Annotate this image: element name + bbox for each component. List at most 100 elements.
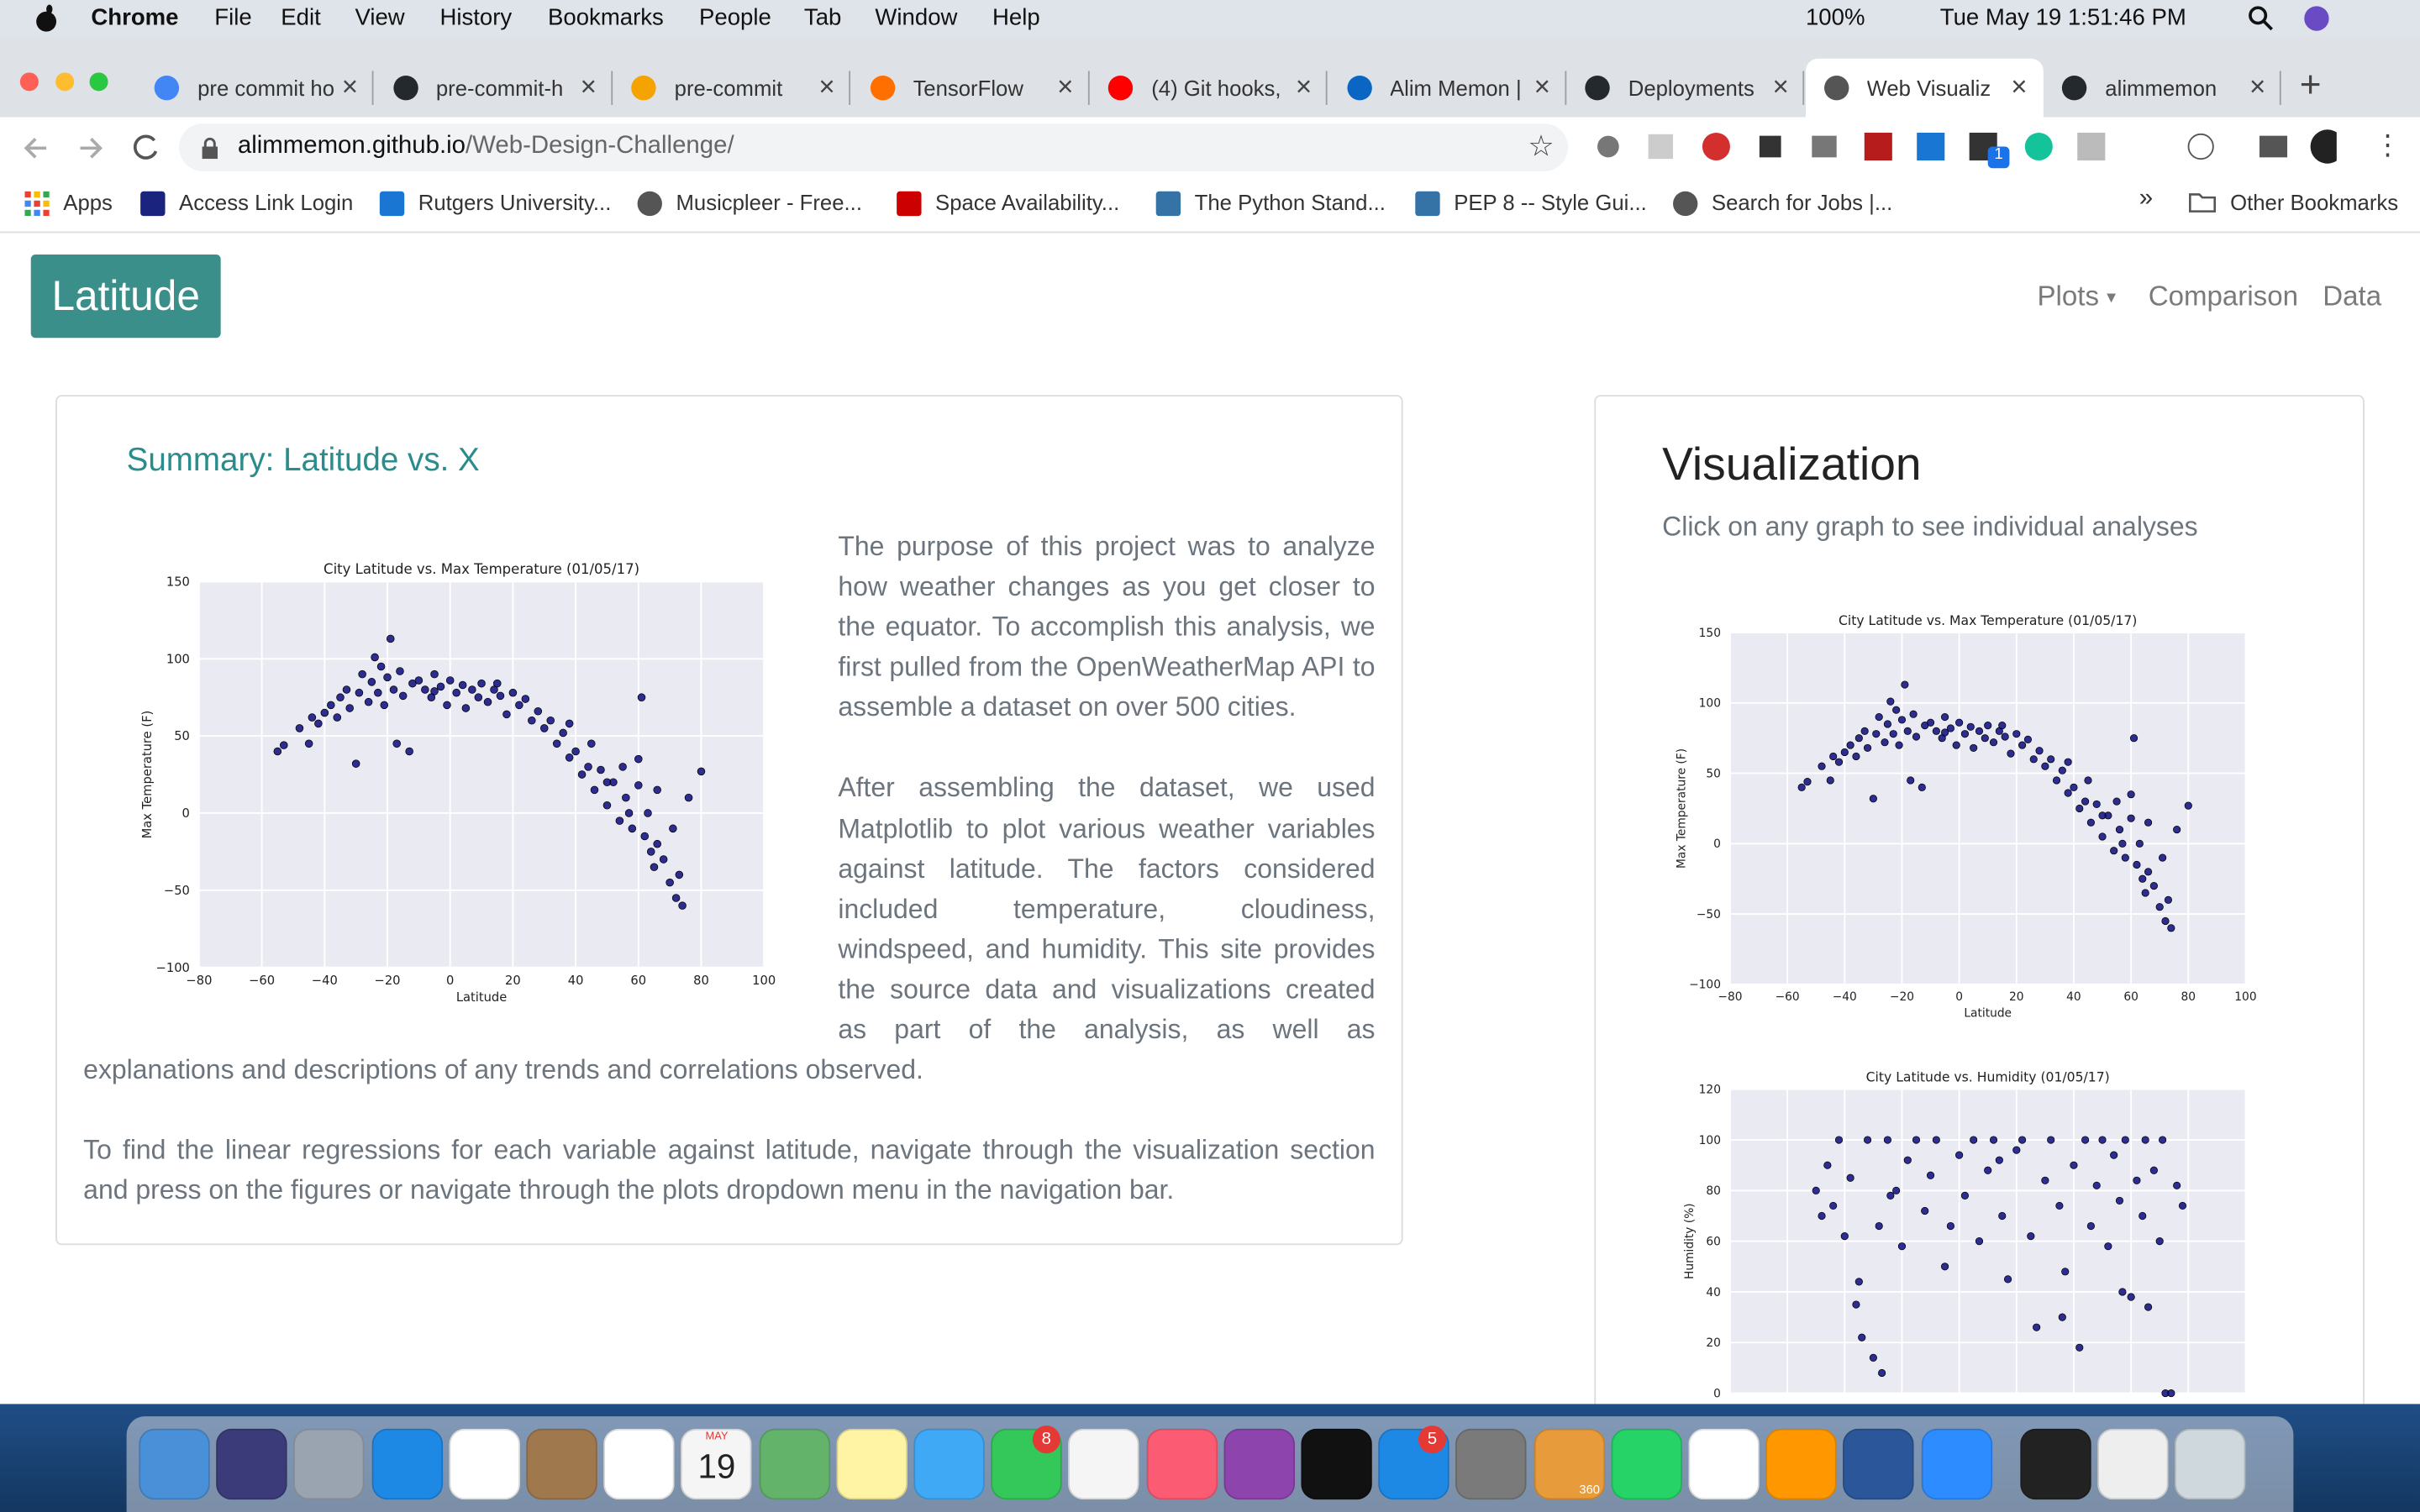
app-name[interactable]: Chrome: [91, 4, 179, 31]
bookmark-star[interactable]: ☆: [1528, 131, 1555, 164]
bookmark-link[interactable]: PEP 8 -- Style Gui...: [1454, 189, 1647, 215]
address-bar[interactable]: alimmemon.github.io/Web-Design-Challenge…: [179, 123, 1569, 171]
menu-item[interactable]: Edit: [281, 4, 321, 31]
data-point: [2127, 1293, 2135, 1301]
y-tick-label: −50: [1697, 908, 1721, 921]
data-point: [492, 679, 502, 688]
tab-favicon: [1585, 75, 1610, 101]
siri-icon[interactable]: [2302, 5, 2330, 33]
data-point: [383, 673, 392, 682]
x-axis-label: Latitude: [456, 990, 507, 1005]
tab-close[interactable]: ×: [1295, 71, 1313, 102]
dock-app[interactable]: [1920, 1428, 1992, 1500]
data-point: [2141, 889, 2149, 897]
dock-app[interactable]: [2019, 1428, 2091, 1500]
data-point: [2139, 874, 2147, 883]
tab-close[interactable]: ×: [580, 71, 597, 102]
menu-item[interactable]: Window: [875, 4, 958, 31]
browser-tab[interactable]: Alim Memon | ×: [1328, 59, 1566, 118]
nav-buttons[interactable]: [22, 133, 176, 164]
dock-app[interactable]: [2097, 1428, 2169, 1500]
apple-icon[interactable]: [34, 4, 58, 33]
dock-app[interactable]: [371, 1428, 443, 1500]
dock-app[interactable]: [1455, 1428, 1528, 1500]
data-point: [374, 688, 382, 697]
dock-app[interactable]: [1843, 1428, 1915, 1500]
bookmark-link[interactable]: The Python Stand...: [1194, 189, 1386, 215]
dock-app[interactable]: [1223, 1428, 1295, 1500]
data-point: [669, 824, 677, 833]
bookmark-link[interactable]: Access Link Login: [179, 189, 354, 215]
data-point: [1846, 741, 1854, 749]
dock-app[interactable]: [836, 1428, 908, 1500]
dock-app[interactable]: [1611, 1428, 1682, 1500]
search-icon[interactable]: [2247, 5, 2275, 33]
bookmark-link[interactable]: Musicpleer - Free...: [676, 189, 862, 215]
dock-app[interactable]: [449, 1428, 520, 1500]
apps-link[interactable]: Apps: [63, 189, 113, 215]
menu-item[interactable]: Help: [992, 4, 1040, 31]
dock-app[interactable]: [139, 1428, 210, 1500]
dock-app[interactable]: MAY 19: [681, 1428, 753, 1500]
tab-close[interactable]: ×: [1534, 71, 1550, 102]
browser-tab[interactable]: pre-commit-h ×: [374, 59, 613, 118]
data-point: [2081, 797, 2090, 806]
nav-link[interactable]: Comparison: [2148, 281, 2298, 312]
new-tab-button[interactable]: +: [2299, 65, 2322, 107]
dock-app[interactable]: [1765, 1428, 1838, 1500]
tab-close[interactable]: ×: [341, 71, 359, 102]
bookmark-icon: [1415, 191, 1440, 217]
menu-item[interactable]: View: [355, 4, 405, 31]
dock-app[interactable]: [1688, 1428, 1760, 1500]
menu-button[interactable]: ⋮: [2373, 129, 2402, 161]
data-point: [2075, 804, 2084, 813]
browser-tab[interactable]: pre commit ho ×: [136, 59, 374, 118]
tab-favicon: [1107, 75, 1134, 101]
dock-app[interactable]: [293, 1428, 366, 1500]
dock-app[interactable]: [2175, 1428, 2246, 1500]
tab-close[interactable]: ×: [2011, 71, 2028, 102]
data-point: [2144, 868, 2153, 876]
navbar-brand[interactable]: Latitude: [30, 255, 221, 339]
bookmark-link[interactable]: Search for Jobs |...: [1711, 189, 1893, 215]
dock-app[interactable]: [913, 1428, 985, 1500]
data-point: [587, 739, 596, 748]
menu-item[interactable]: People: [699, 4, 771, 31]
dock-app[interactable]: [991, 1428, 1063, 1500]
bookmark-link[interactable]: Rutgers University...: [418, 189, 612, 215]
menu-item[interactable]: History: [439, 4, 513, 31]
plot-area[interactable]: [1729, 633, 2246, 984]
clock[interactable]: Tue May 19 1:51:46 PM: [1939, 4, 2186, 31]
dock-app[interactable]: [603, 1428, 675, 1500]
data-point: [2070, 1161, 2078, 1169]
tab-close[interactable]: ×: [1057, 71, 1074, 102]
nav-link[interactable]: Data: [2323, 281, 2382, 312]
menu-item[interactable]: Tab: [803, 4, 842, 31]
dock-app[interactable]: [758, 1428, 830, 1500]
tab-close[interactable]: ×: [1772, 71, 1789, 102]
menu-item[interactable]: File: [214, 4, 252, 31]
dock-app[interactable]: 360: [1533, 1428, 1605, 1500]
dock-app[interactable]: [1068, 1428, 1140, 1500]
menu-item[interactable]: Bookmarks: [548, 4, 664, 31]
browser-tab[interactable]: (4) Git hooks, ×: [1090, 59, 1328, 118]
dock-app[interactable]: [1301, 1428, 1372, 1500]
tab-close[interactable]: ×: [2249, 71, 2266, 102]
nav-link[interactable]: Plots ▼: [2037, 281, 2119, 312]
dock-app[interactable]: [216, 1428, 287, 1500]
browser-tab[interactable]: Web Visualiz ×: [1805, 58, 2043, 118]
data-point: [1869, 1353, 1877, 1362]
browser-tab[interactable]: alimmemon ×: [2044, 59, 2281, 118]
extension-icons[interactable]: [1596, 128, 2337, 165]
browser-tab[interactable]: TensorFlow ×: [851, 59, 1089, 118]
other-bookmarks[interactable]: Other Bookmarks: [2230, 189, 2399, 215]
more-bookmarks[interactable]: »: [2139, 185, 2154, 212]
dock-app[interactable]: [1145, 1428, 1218, 1500]
browser-tab[interactable]: pre-commit ×: [613, 59, 851, 118]
bookmark-link[interactable]: Space Availability...: [935, 189, 1120, 215]
plot-area[interactable]: [198, 581, 765, 968]
dock-app[interactable]: [526, 1428, 597, 1500]
browser-tab[interactable]: Deployments ×: [1566, 59, 1805, 118]
tab-separator: [1325, 71, 1328, 105]
tab-close[interactable]: ×: [818, 71, 835, 102]
